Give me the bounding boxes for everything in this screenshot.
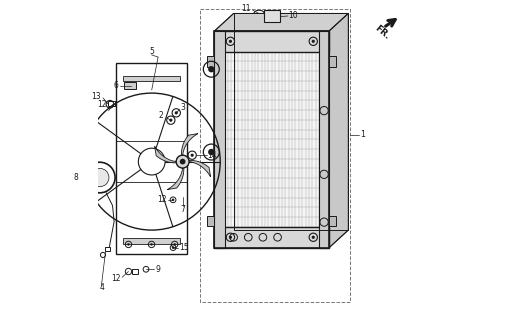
Polygon shape <box>124 82 136 89</box>
Circle shape <box>312 40 315 43</box>
Circle shape <box>172 198 175 201</box>
Text: 5: 5 <box>149 47 154 56</box>
Circle shape <box>180 159 185 164</box>
Polygon shape <box>167 168 184 189</box>
Circle shape <box>175 111 178 115</box>
Text: 12: 12 <box>111 274 121 283</box>
Polygon shape <box>154 146 176 163</box>
Bar <box>214 31 225 248</box>
Bar <box>214 31 329 248</box>
Bar <box>123 238 180 244</box>
Circle shape <box>191 154 194 157</box>
Text: 1: 1 <box>360 130 366 139</box>
Bar <box>132 269 138 274</box>
Circle shape <box>229 236 232 239</box>
Polygon shape <box>329 56 336 67</box>
Circle shape <box>208 66 214 72</box>
Circle shape <box>176 155 189 168</box>
Bar <box>108 101 115 106</box>
Text: 12: 12 <box>97 100 107 109</box>
Polygon shape <box>329 216 336 226</box>
Circle shape <box>229 40 232 43</box>
Bar <box>116 63 187 254</box>
Bar <box>105 247 110 252</box>
Bar <box>319 31 329 248</box>
Bar <box>123 76 180 81</box>
Polygon shape <box>181 134 198 155</box>
Polygon shape <box>208 216 214 226</box>
Circle shape <box>91 168 109 187</box>
Text: 14: 14 <box>208 151 217 160</box>
Text: 11: 11 <box>242 4 251 13</box>
Polygon shape <box>329 13 348 248</box>
Text: FR.: FR. <box>372 24 391 41</box>
Circle shape <box>174 243 176 246</box>
Text: 15: 15 <box>179 243 188 252</box>
Circle shape <box>180 159 185 164</box>
Circle shape <box>169 119 173 122</box>
Text: 9: 9 <box>156 265 160 274</box>
Text: 4: 4 <box>100 283 105 292</box>
Text: 12: 12 <box>157 195 167 204</box>
Circle shape <box>172 246 175 249</box>
Text: 2: 2 <box>159 111 163 120</box>
Text: 8: 8 <box>73 173 78 182</box>
Text: 6: 6 <box>113 81 118 90</box>
Circle shape <box>208 149 214 155</box>
Bar <box>214 227 329 248</box>
Text: 10: 10 <box>288 11 298 20</box>
Bar <box>264 10 281 22</box>
Bar <box>200 9 350 302</box>
Circle shape <box>176 155 189 168</box>
Circle shape <box>150 243 153 246</box>
Circle shape <box>312 236 315 239</box>
Circle shape <box>127 243 130 246</box>
Polygon shape <box>208 56 214 67</box>
Polygon shape <box>189 160 211 177</box>
Bar <box>234 13 348 230</box>
Polygon shape <box>214 13 348 31</box>
Text: 3: 3 <box>180 103 185 112</box>
Bar <box>214 31 329 52</box>
Text: 7: 7 <box>180 205 185 214</box>
Bar <box>225 52 319 227</box>
Text: 13: 13 <box>92 92 101 101</box>
